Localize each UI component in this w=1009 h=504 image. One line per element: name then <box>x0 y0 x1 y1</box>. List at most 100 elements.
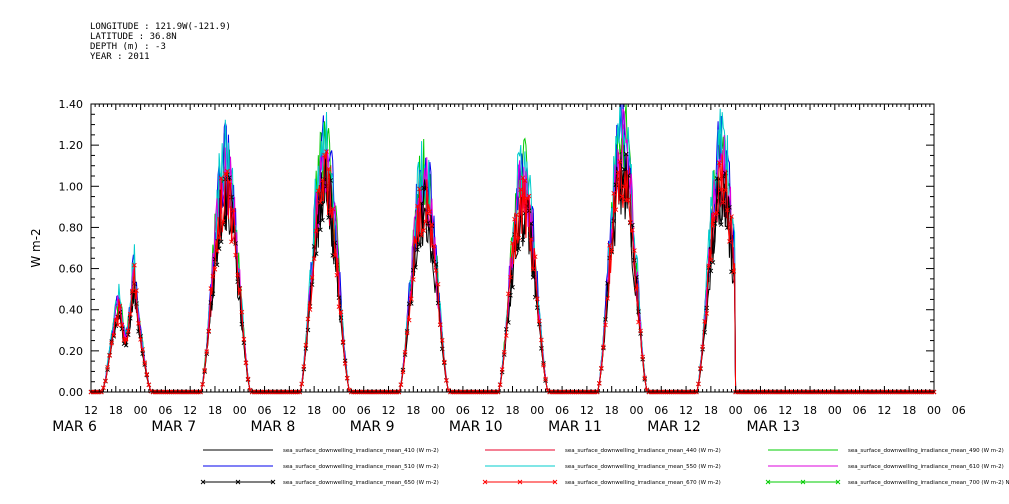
series-marker <box>698 365 703 371</box>
series-marker <box>132 262 137 268</box>
legend-label: sea_surface_downwelling_irradiance_mean_… <box>565 448 721 454</box>
series-marker <box>330 206 336 212</box>
legend-marker <box>552 479 558 485</box>
chart-header: LONGITUDE : 121.9W(-121.9) LATITUDE : 36… <box>90 22 231 62</box>
series-marker <box>218 239 224 245</box>
series-marker <box>611 190 617 196</box>
series-marker <box>731 269 736 275</box>
series-lines <box>88 103 937 395</box>
x-tick-label: 06 <box>357 404 371 417</box>
x-tick-label: 00 <box>134 404 148 417</box>
series-marker <box>621 167 627 172</box>
x-tick-label: 12 <box>183 404 197 417</box>
series-marker <box>605 296 610 301</box>
series-marker <box>318 200 323 205</box>
series-marker <box>216 235 222 241</box>
x-tick-label: 12 <box>84 404 98 417</box>
series-marker <box>340 339 346 345</box>
series-marker <box>404 330 410 336</box>
x-tick-label: 06 <box>555 404 569 417</box>
series-marker <box>233 252 238 258</box>
year-label: YEAR : 2011 <box>90 52 150 62</box>
series-marker <box>400 369 406 375</box>
series-marker <box>727 239 732 244</box>
x-tick-label: 12 <box>877 404 891 417</box>
series-marker <box>315 188 321 194</box>
y-tick-label: 0.00 <box>59 386 84 399</box>
x-tick-label: 06 <box>753 404 767 417</box>
series-marker <box>423 219 429 224</box>
series-marker <box>208 286 214 291</box>
x-tick-label: 18 <box>902 404 916 417</box>
series-marker <box>130 288 135 294</box>
x-tick-label: 00 <box>431 404 445 417</box>
series-marker <box>718 222 724 227</box>
series-marker <box>204 349 210 354</box>
series-marker <box>229 194 234 200</box>
legend-marker <box>200 479 206 485</box>
series-marker <box>402 349 408 355</box>
series-marker <box>103 378 108 384</box>
series-marker <box>427 209 433 214</box>
series-marker <box>640 354 645 360</box>
series-marker <box>123 336 129 342</box>
y-tick-label: 1.40 <box>59 98 84 111</box>
series-marker <box>324 149 329 154</box>
x-tick-label: 18 <box>406 404 420 417</box>
series-marker <box>539 337 544 343</box>
series-marker <box>136 321 141 326</box>
series-marker <box>696 381 701 387</box>
series-marker <box>638 328 643 334</box>
series-marker <box>318 227 323 233</box>
x-tick-label: 18 <box>506 404 520 417</box>
series-marker <box>708 268 714 274</box>
series-marker <box>307 307 313 312</box>
x-tick-label: 00 <box>828 404 842 417</box>
series-marker <box>235 272 241 278</box>
series-marker <box>419 232 424 238</box>
series-marker <box>437 322 443 327</box>
series-marker <box>144 372 150 377</box>
series-marker <box>700 344 705 350</box>
series-marker <box>625 197 631 203</box>
series-marker <box>522 178 528 183</box>
series-marker <box>342 361 348 366</box>
series-marker <box>305 316 311 322</box>
x-tick-label: 18 <box>307 404 321 417</box>
series-marker <box>718 187 724 193</box>
x-tick-label: 18 <box>208 404 222 417</box>
series-marker <box>344 375 350 381</box>
series-marker <box>303 342 309 348</box>
series-marker <box>714 210 720 216</box>
series-marker <box>243 360 249 366</box>
x-day-label: MAR 6 <box>52 419 97 435</box>
x-tick-label: 00 <box>629 404 643 417</box>
series-marker <box>415 203 420 209</box>
series-marker <box>636 319 641 325</box>
x-day-label: MAR 8 <box>251 419 296 435</box>
series-marker <box>115 322 121 328</box>
legend-label: sea_surface_downwelling_irradiance_mean_… <box>283 480 439 486</box>
series-marker <box>109 340 114 346</box>
series-marker <box>710 222 716 228</box>
latitude-label: LATITUDE : 36.8N <box>90 32 177 42</box>
legend-label: sea_surface_downwelling_irradiance_mean_… <box>283 448 439 454</box>
series-marker <box>214 248 220 254</box>
series-marker <box>127 311 133 317</box>
x-tick-label: 00 <box>332 404 346 417</box>
series-marker <box>441 359 447 365</box>
x-day-label: MAR 9 <box>350 419 395 435</box>
series-marker <box>421 228 426 233</box>
x-tick-label: 18 <box>803 404 817 417</box>
series-marker <box>411 277 416 282</box>
series-marker <box>417 186 422 192</box>
series-marker <box>210 273 216 279</box>
series-marker <box>138 337 143 342</box>
series-marker <box>429 222 435 227</box>
series-marker <box>111 332 117 338</box>
legend-marker <box>482 479 488 485</box>
x-tick-label: 18 <box>704 404 718 417</box>
series-marker <box>642 375 648 381</box>
x-tick-label: 06 <box>258 404 272 417</box>
y-axis-label: W m-2 <box>29 228 43 267</box>
